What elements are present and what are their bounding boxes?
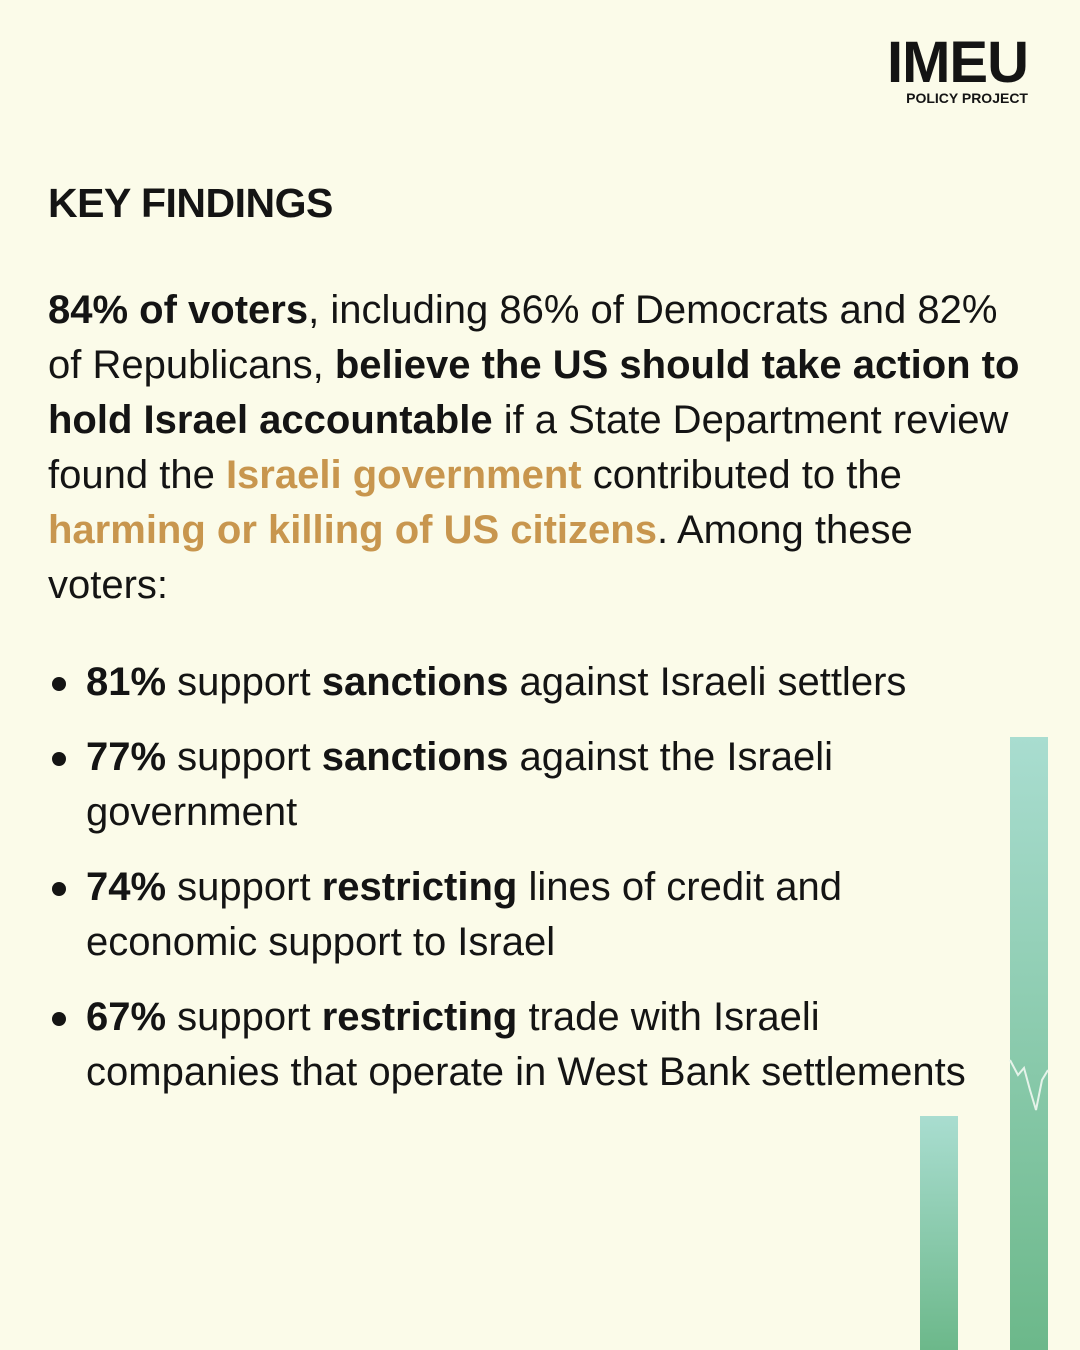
- deco-line: [1009, 1059, 1049, 1111]
- text-run: support: [166, 660, 322, 704]
- text-run: trade with Israeli companies that operat…: [86, 995, 966, 1094]
- text-run: support: [166, 735, 322, 779]
- text-run: against Israeli settlers: [508, 660, 907, 704]
- text-run: if a State Department review found the: [48, 398, 1009, 497]
- text-run: lines of credit and economic support to …: [86, 865, 842, 964]
- text-run: 74%: [86, 865, 167, 909]
- text-run: believe the US should take action to hol…: [48, 343, 1020, 442]
- paragraph: 84% of voters, including 86% of Democrat…: [48, 283, 1038, 613]
- text-run: 84% of voters: [48, 288, 309, 332]
- deco-bar: [1010, 737, 1048, 1350]
- text-run: against the Israeli government: [86, 735, 834, 834]
- logo: IMEU POLICY PROJECT: [887, 30, 1029, 107]
- text-run: . Among these voters:: [48, 508, 913, 607]
- text-run: 77%: [86, 735, 167, 779]
- deco-bar: [920, 1116, 958, 1350]
- text-run: contributed to the: [581, 453, 902, 497]
- text-run: harming or killing of US citizens: [48, 508, 657, 552]
- text-run: sanctions: [321, 660, 509, 704]
- bullet: 74% support restricting lines of credit …: [48, 860, 988, 970]
- text-run: support: [166, 865, 322, 909]
- text-run: restricting: [321, 865, 518, 909]
- text-run: Israeli government: [225, 453, 582, 497]
- bullet: 81% support sanctions against Israeli se…: [48, 655, 988, 710]
- text-run: sanctions: [321, 735, 509, 779]
- heading: KEY FINDINGS: [48, 180, 333, 226]
- text-run: restricting: [321, 995, 518, 1039]
- bullet-list: 81% support sanctions against Israeli se…: [48, 655, 988, 1120]
- logo-subtitle: POLICY PROJECT: [906, 90, 1028, 106]
- bullet: 77% support sanctions against the Israel…: [48, 730, 988, 840]
- text-run: , including 86% of Democrats and 82% of …: [48, 288, 998, 387]
- bullet: 67% support restricting trade with Israe…: [48, 990, 988, 1100]
- logo-title: IMEU: [887, 30, 1029, 95]
- text-run: support: [166, 995, 322, 1039]
- text-run: 81%: [86, 660, 167, 704]
- text-run: 67%: [86, 995, 167, 1039]
